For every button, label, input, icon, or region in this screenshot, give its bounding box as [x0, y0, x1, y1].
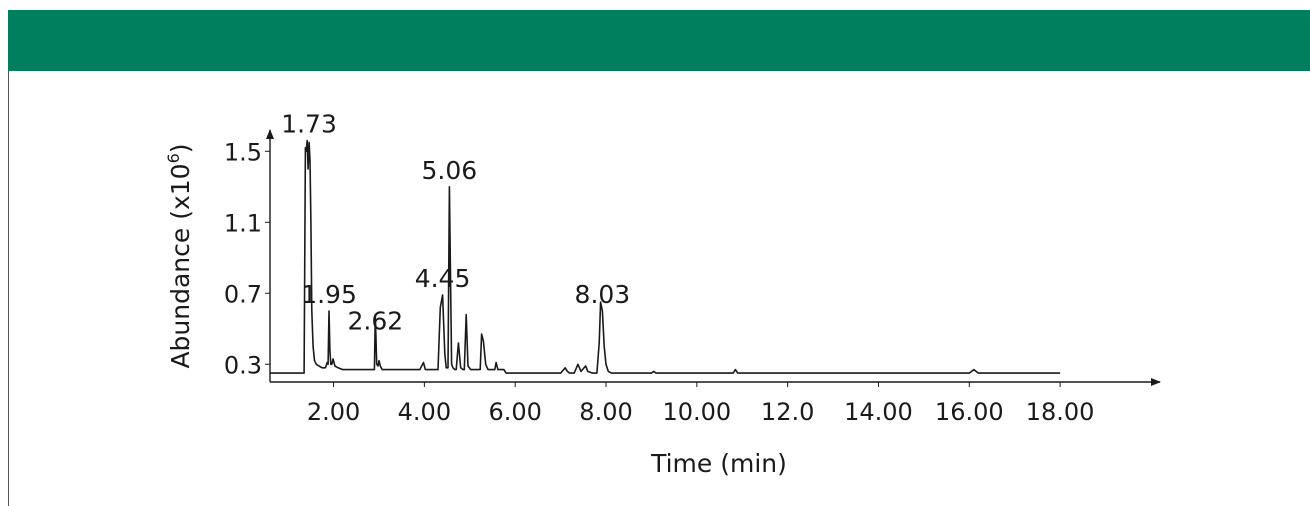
- x-tick-label: 14.00: [844, 398, 913, 426]
- header-band: [8, 10, 1310, 71]
- y-tick-label: 0.7: [224, 280, 262, 308]
- x-tick-label: 2.00: [307, 398, 360, 426]
- y-tick-label: 0.3: [224, 351, 262, 379]
- peak-label: 2.62: [348, 307, 404, 336]
- y-tick-label: 1.5: [224, 138, 262, 166]
- y-axis-label-prefix: Abundance (x10: [166, 163, 195, 368]
- x-tick-label: 16.00: [935, 398, 1004, 426]
- y-axis-label: Abundance (x106): [164, 143, 195, 368]
- peak-label: 4.45: [415, 264, 471, 293]
- x-tick-label: 8.00: [579, 398, 632, 426]
- x-tick-label: 4.00: [398, 398, 451, 426]
- y-axis-label-exponent: 6: [164, 153, 183, 163]
- y-tick-label: 1.1: [224, 209, 262, 237]
- x-axis-label: Time (min): [650, 449, 787, 478]
- x-tick-label: 18.00: [1026, 398, 1095, 426]
- peak-label: 5.06: [422, 156, 478, 185]
- peak-label: 1.95: [301, 280, 357, 309]
- peak-label: 8.03: [575, 280, 631, 309]
- chromatogram-trace: [270, 139, 1061, 374]
- x-tick-label: 10.00: [662, 398, 731, 426]
- y-axis-label-suffix: ): [166, 143, 195, 153]
- peak-label: 1.73: [281, 110, 337, 139]
- left-border-rule: [8, 71, 9, 506]
- x-tick-label: 12.0: [761, 398, 814, 426]
- x-tick-label: 6.00: [488, 398, 541, 426]
